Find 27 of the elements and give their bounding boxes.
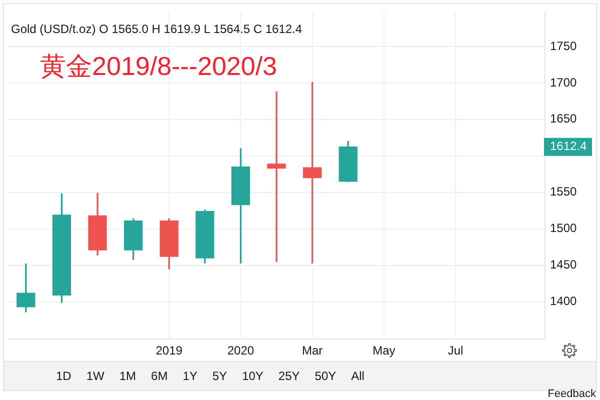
x-tick-label: May	[372, 344, 396, 358]
y-tick-label: 1400	[550, 294, 578, 308]
y-tick-label: 1450	[550, 258, 578, 272]
text: 1612.4	[550, 139, 588, 154]
text: 6M	[151, 369, 168, 383]
y-tick-label: 1550	[550, 184, 578, 199]
x-tick-label: Jul	[448, 344, 464, 358]
text: Gold (USD/t.oz) O 1565.0 H 1619.9 L 1564.5 C 1612.4	[11, 22, 302, 36]
candlestick	[267, 91, 286, 262]
y-tick-label: 1700	[550, 75, 578, 90]
text: 黄金2019/8---2020/3	[40, 51, 278, 81]
text: 10Y	[242, 369, 264, 383]
x-tick-label: 2019	[156, 344, 183, 358]
text: 1M	[119, 369, 136, 383]
text: 25Y	[278, 369, 300, 383]
text: Feedback	[548, 388, 596, 400]
y-tick-label: 1750	[550, 38, 578, 53]
y-tick-label: 1500	[550, 221, 578, 236]
text: All	[351, 369, 364, 383]
x-tick-label: Mar	[302, 344, 323, 358]
x-tick-label: 2020	[227, 344, 254, 358]
text: 1D	[56, 369, 72, 383]
text: 1Y	[182, 369, 198, 383]
y-tick-label: 1650	[550, 112, 578, 126]
text: 1W	[86, 369, 104, 383]
text: 5Y	[212, 369, 228, 383]
text: 50Y	[314, 369, 336, 383]
